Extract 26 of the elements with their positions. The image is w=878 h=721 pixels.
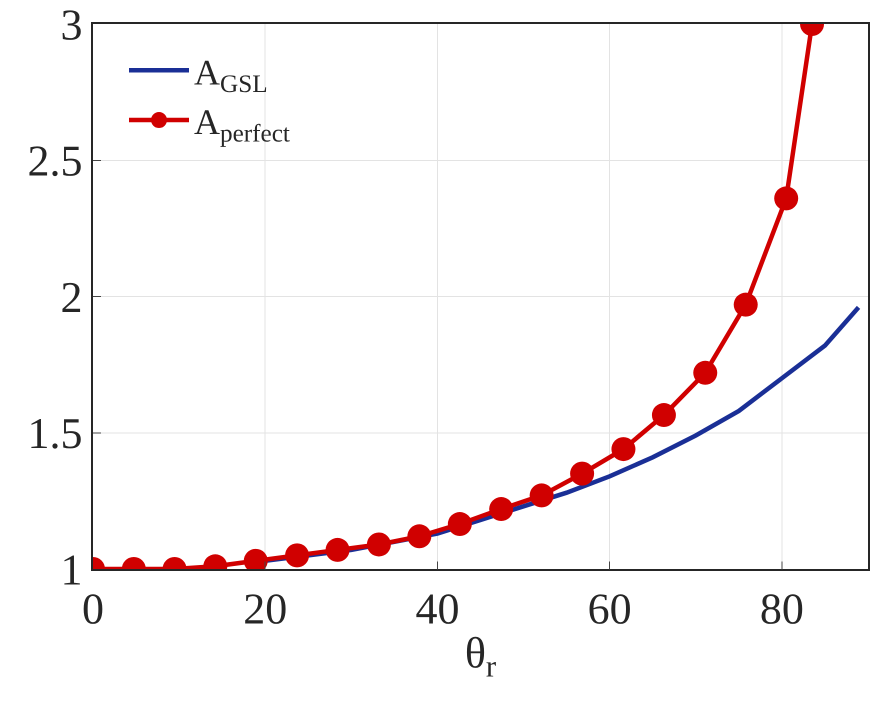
legend-label: A$_{perfect}$ [194, 102, 290, 148]
point [611, 437, 636, 462]
point [734, 292, 758, 317]
point [530, 483, 554, 508]
point [693, 360, 718, 385]
point [489, 497, 514, 522]
legend-label: A$_{GSL}$ [194, 52, 268, 98]
x-tick-label: 80 [760, 584, 804, 634]
y-tick-label: 3 [60, 0, 82, 50]
point [326, 538, 350, 562]
x-tick-label: 40 [415, 584, 460, 634]
point [774, 186, 798, 210]
point [570, 462, 594, 486]
point [652, 403, 676, 428]
y-tick-label: 2.5 [27, 136, 82, 186]
x-tick-label: 20 [243, 584, 288, 634]
point [448, 512, 472, 536]
y-tick-label: 1.5 [27, 409, 82, 458]
point [407, 524, 432, 548]
y-tick-label: 2 [60, 272, 82, 322]
point [366, 532, 391, 556]
x-tick-label: 60 [588, 584, 632, 634]
x-axis-title: θ$_{r}$ [464, 628, 496, 684]
point [285, 543, 310, 568]
x-tick-label: 0 [82, 584, 104, 634]
y-tick-label: 1 [60, 545, 82, 594]
